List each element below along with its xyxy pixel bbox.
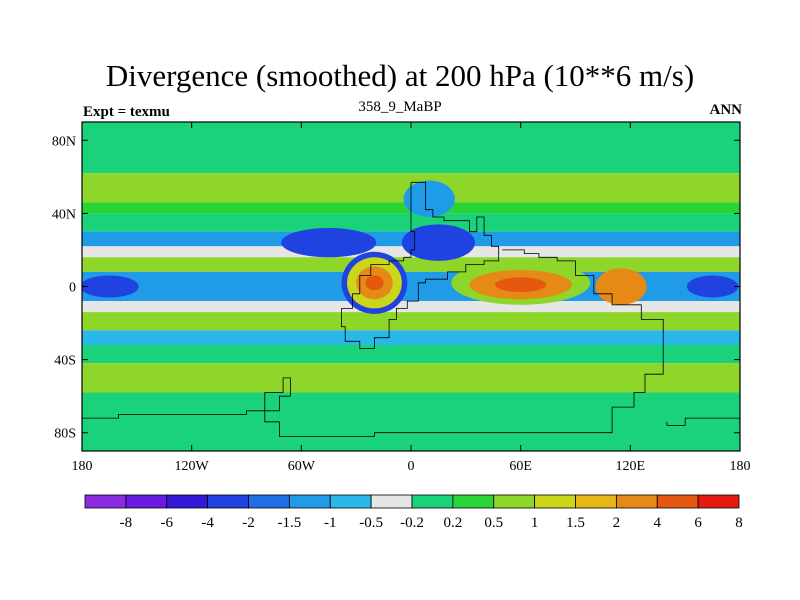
field-anomaly-8: [495, 277, 547, 292]
y-tick-label: 80S: [54, 427, 76, 442]
colorbar-box-1: [125, 494, 168, 509]
field-band-9: [82, 312, 740, 331]
coastline-layer: [82, 181, 740, 437]
field-band-10: [82, 330, 740, 345]
colorbar-box-13: [615, 494, 658, 509]
colorbar-box-4: [248, 494, 290, 509]
x-tick-label: 60W: [288, 459, 316, 474]
y-tick-label: 80N: [52, 134, 76, 149]
x-tick-label: 120E: [616, 459, 646, 474]
coastline-2: [666, 417, 740, 426]
colorbar-label: 2: [613, 515, 621, 531]
colorbar-label: 4: [654, 515, 662, 531]
colorbar-box-11: [534, 494, 576, 509]
experiment-label: Expt = texmu: [83, 104, 170, 120]
field-band-11: [82, 344, 740, 364]
x-tick-label: 120W: [175, 459, 210, 474]
colorbar-label: -2: [242, 515, 255, 531]
colorbar-box-6: [329, 494, 372, 509]
field-anomaly-9: [595, 268, 647, 305]
colorbar-label: -6: [161, 515, 174, 531]
field-anomaly-10: [686, 275, 739, 298]
colorbar-label: 1.5: [566, 515, 585, 531]
chart-title: Divergence (smoothed) at 200 hPa (10**6 …: [105, 58, 695, 93]
colorbar-label: -0.2: [400, 515, 424, 531]
colorbar-label: 6: [694, 515, 702, 531]
field-band-6: [82, 257, 740, 272]
x-tick-label: 0: [408, 459, 415, 474]
colorbar-box-7: [370, 494, 413, 509]
y-tick-label: 40S: [54, 354, 76, 369]
colorbar-box-3: [207, 494, 249, 509]
y-tick-label: 0: [69, 281, 76, 296]
coastline-1: [82, 249, 664, 437]
field-anomaly-3: [365, 275, 384, 291]
colorbar-label: -4: [201, 515, 214, 531]
colorbar: -8 -6 -4 -2 -1.5 -1 -0.5 -0.2 0.2 0.5 1 1.5 2 4 6 8: [84, 494, 743, 531]
colorbar-label: 0.5: [484, 515, 503, 531]
field-band-13: [82, 392, 740, 451]
season-label: ANN: [709, 102, 743, 118]
x-tick-label: 180: [730, 459, 751, 474]
colorbar-box-2: [166, 494, 209, 509]
field-anomaly-4: [281, 228, 377, 258]
field-anomaly-5: [401, 224, 475, 261]
axes-layer: 180 120W 60W 0 60E 120E 180 80N 40N 0 40S 80S: [52, 122, 751, 474]
colorbar-box-8: [411, 494, 454, 509]
coastline-0: [341, 181, 500, 349]
colorbar-box-10: [493, 494, 536, 509]
colorbar-label: -8: [120, 515, 133, 531]
field-anomaly-11: [82, 275, 139, 298]
x-tick-label: 180: [72, 459, 93, 474]
colorbar-box-5: [288, 494, 331, 509]
colorbar-label: 8: [735, 515, 743, 531]
colorbar-label: -1.5: [278, 515, 302, 531]
colorbar-box-9: [452, 494, 495, 509]
colorbar-label: -1: [324, 515, 337, 531]
colorbar-label: -0.5: [359, 515, 383, 531]
field-band-12: [82, 363, 740, 393]
colorbar-label: 0.2: [444, 515, 463, 531]
colorbar-box-15: [697, 494, 740, 509]
colorbar-label: 1: [531, 515, 539, 531]
colorbar-box-14: [656, 494, 699, 509]
x-tick-label: 60E: [509, 459, 532, 474]
chart-subtitle: 358_9_MaBP: [358, 99, 442, 115]
field-layer: [82, 122, 740, 451]
colorbar-box-0: [84, 494, 127, 509]
y-tick-label: 40N: [52, 207, 76, 222]
field-anomaly-12: [403, 180, 455, 218]
field-band-0: [82, 122, 740, 174]
field-band-8: [82, 301, 740, 313]
colorbar-box-12: [575, 494, 617, 509]
